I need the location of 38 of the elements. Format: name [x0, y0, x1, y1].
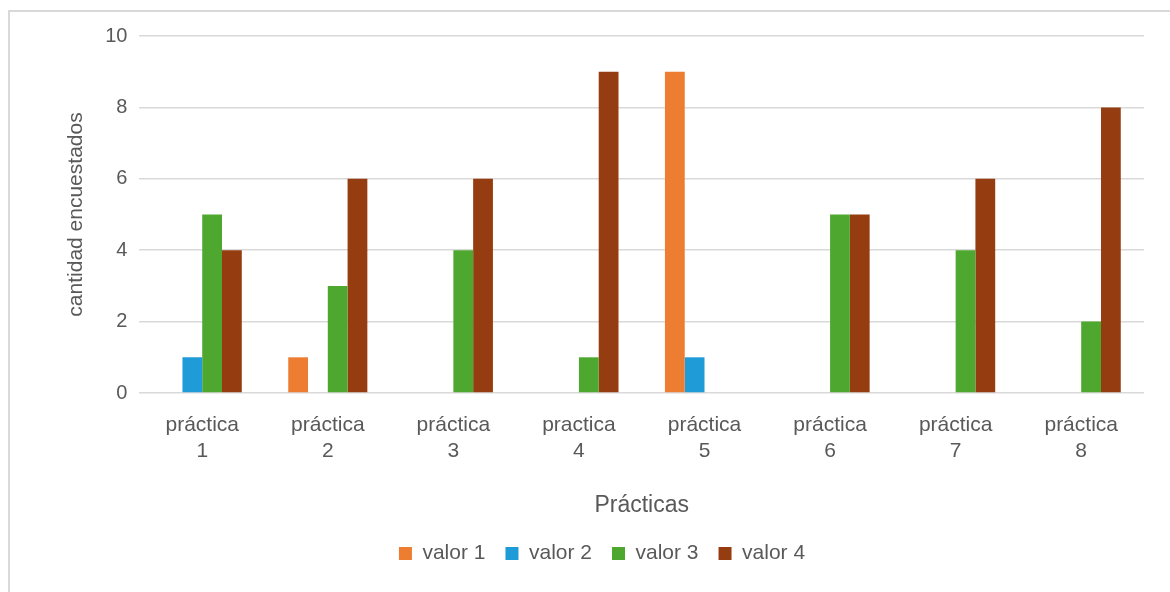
bar [849, 214, 870, 393]
bar [288, 357, 309, 393]
x-tick-label: práctica 6 [793, 412, 868, 461]
bar [684, 357, 705, 393]
x-axis-title: Prácticas [594, 490, 690, 517]
bar [664, 71, 685, 393]
bar [222, 250, 242, 393]
bar [578, 357, 599, 393]
bar [955, 250, 976, 393]
bar [830, 214, 850, 393]
legend-label: valor 4 [742, 540, 806, 564]
x-tick-label: práctica 2 [291, 412, 365, 461]
x-tick-label: práctica 8 [1044, 412, 1119, 461]
x-tick-label: práctica 1 [165, 412, 240, 461]
bar [1081, 321, 1101, 393]
y-tick-label: 4 [116, 237, 128, 260]
x-tick-label: práctica 3 [416, 412, 491, 461]
y-axis-title: cantidad encuestados [63, 112, 87, 317]
bar [453, 250, 474, 393]
y-tick-label: 6 [116, 166, 128, 189]
legend-label: valor 1 [422, 540, 486, 564]
y-tick-label: 0 [116, 380, 128, 403]
x-tick-label: práctica 7 [918, 412, 993, 461]
bar [327, 285, 348, 393]
y-tick-label: 10 [105, 23, 128, 46]
bar [975, 178, 996, 393]
bar [473, 178, 493, 393]
x-tick-label: práctica 5 [667, 412, 742, 461]
bar [598, 71, 619, 393]
bar [202, 214, 223, 393]
legend-label: valor 2 [528, 540, 592, 564]
x-tick-label: practica 4 [542, 412, 617, 461]
bar [1100, 107, 1121, 393]
legend-label: valor 3 [635, 540, 699, 564]
bar [347, 178, 368, 393]
bar [182, 357, 203, 393]
y-tick-label: 2 [116, 309, 128, 332]
y-tick-label: 8 [116, 94, 128, 117]
